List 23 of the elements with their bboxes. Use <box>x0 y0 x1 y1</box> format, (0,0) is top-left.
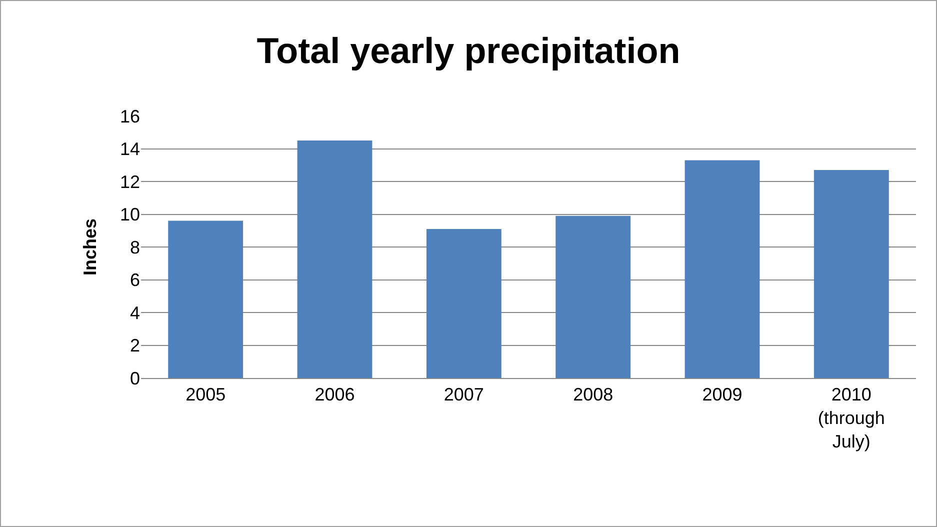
x-tick-label: 2008 <box>573 384 614 405</box>
bar <box>556 216 631 378</box>
y-tick-label: 6 <box>130 270 140 290</box>
bar <box>297 140 372 378</box>
bar <box>814 170 889 378</box>
chart-title: Total yearly precipitation <box>256 30 680 71</box>
y-tick-label: 12 <box>120 172 140 192</box>
bar <box>168 220 244 378</box>
y-tick-label: 4 <box>130 302 140 323</box>
bar <box>684 160 760 378</box>
bar <box>426 228 502 378</box>
y-tick-label: 2 <box>130 336 140 356</box>
x-tick-label: 2010 (through July) <box>818 384 885 452</box>
y-tick-label: 16 <box>120 106 140 126</box>
x-tick-label: 2006 <box>314 384 355 405</box>
y-tick-label: 10 <box>120 204 140 225</box>
x-tick-label: 2009 <box>702 384 742 405</box>
y-tick-label: 8 <box>130 237 140 258</box>
x-tick-label: 2007 <box>444 384 484 405</box>
y-axis-title: Inches <box>80 218 100 276</box>
y-tick-label: 0 <box>130 368 140 388</box>
y-tick-label: 14 <box>120 139 140 160</box>
x-tick-label: 2005 <box>186 384 226 405</box>
